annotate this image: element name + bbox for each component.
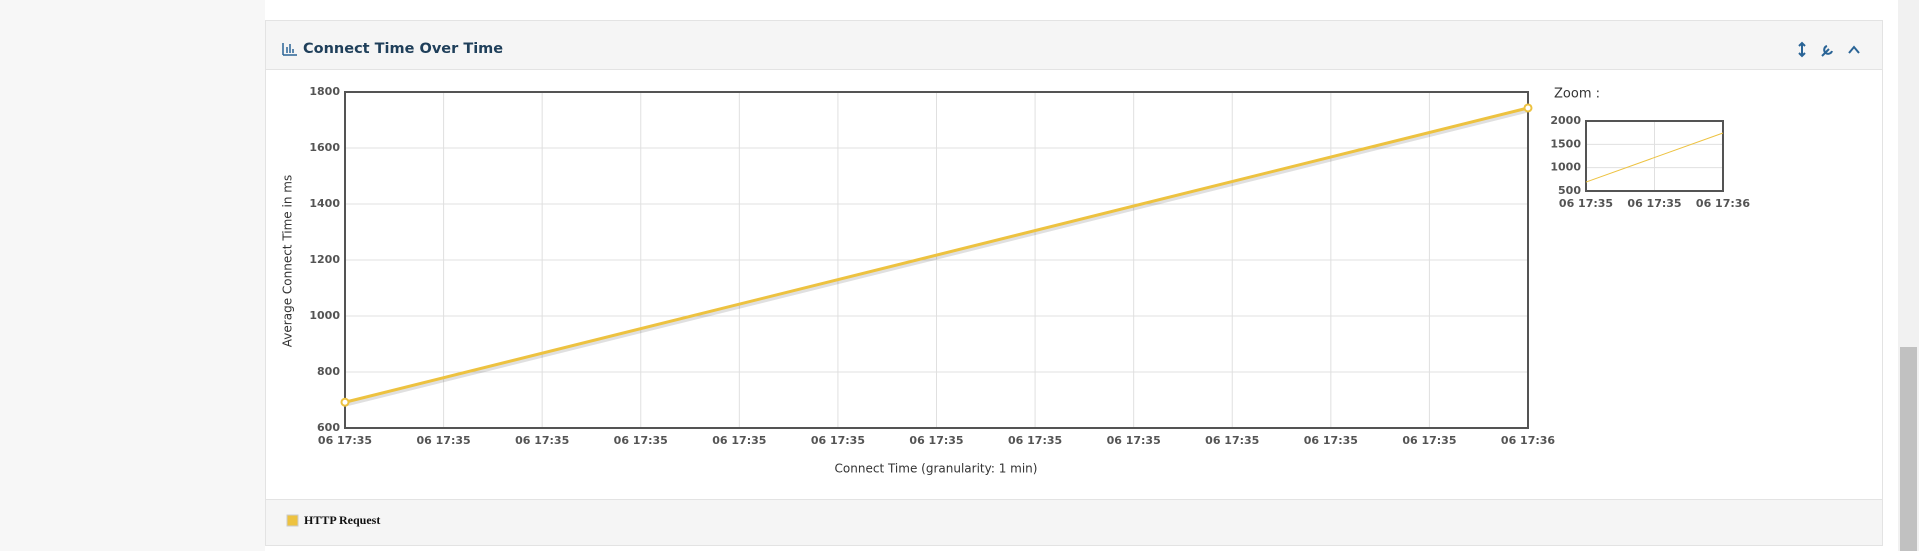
- x-axis-label: Connect Time (granularity: 1 min): [835, 462, 1038, 476]
- settings-icon[interactable]: [1821, 45, 1833, 57]
- x-tick-label: 06 17:35: [1107, 434, 1161, 447]
- x-tick-label: 06 17:35: [1627, 197, 1681, 210]
- legend-swatch: [286, 514, 299, 527]
- x-tick-label: 06 17:35: [1559, 197, 1613, 210]
- x-tick-label: 06 17:35: [417, 434, 471, 447]
- x-tick-label: 06 17:36: [1696, 197, 1750, 210]
- x-tick-label: 06 17:35: [1008, 434, 1062, 447]
- y-tick-label: 1000: [1550, 161, 1581, 174]
- zoom-label: Zoom :: [1554, 87, 1600, 102]
- line: [1585, 132, 1724, 183]
- plot-border: [344, 91, 1529, 429]
- x-tick-label: 06 17:36: [1501, 434, 1555, 447]
- chart-icon: [282, 43, 297, 56]
- y-tick-label: 1400: [309, 197, 340, 210]
- panel-header: [266, 21, 1882, 69]
- x-tick-label: 06 17:35: [712, 434, 766, 447]
- y-tick-label: 500: [1558, 184, 1581, 197]
- legend-label: HTTP Request: [304, 513, 380, 527]
- y-tick-label: 2000: [1550, 114, 1581, 127]
- line-shadow: [344, 107, 1529, 407]
- panel: [265, 20, 1883, 546]
- x-tick-label: 06 17:35: [1402, 434, 1456, 447]
- x-tick-label: 06 17:35: [614, 434, 668, 447]
- y-tick-label: 1000: [309, 309, 340, 322]
- y-tick-label: 1600: [309, 141, 340, 154]
- x-tick-label: 06 17:35: [515, 434, 569, 447]
- y-tick-label: 1800: [309, 85, 340, 98]
- x-tick-label: 06 17:35: [811, 434, 865, 447]
- x-tick-label: 06 17:35: [1304, 434, 1358, 447]
- y-tick-label: 1200: [309, 253, 340, 266]
- line: [344, 106, 1529, 404]
- x-tick-label: 06 17:35: [1205, 434, 1259, 447]
- point: [340, 397, 350, 407]
- point: [1523, 103, 1533, 113]
- plot-border: [1585, 120, 1724, 192]
- panel-title: Connect Time Over Time: [303, 41, 503, 57]
- y-tick-label: 800: [317, 365, 340, 378]
- collapse-icon[interactable]: [1848, 45, 1860, 54]
- y-tick-label: 1500: [1550, 137, 1581, 150]
- sidebar-bg: [0, 0, 265, 551]
- chart: 600 800 1000 1200 1400 1600 1800 06 17:35 06 17:…: [281, 85, 1751, 527]
- y-axis-label: Average Connect Time in ms: [281, 175, 295, 347]
- scrollbar-thumb[interactable]: [1900, 347, 1917, 551]
- x-tick-label: 06 17:35: [318, 434, 372, 447]
- x-tick-label: 06 17:35: [909, 434, 963, 447]
- resize-icon[interactable]: [1798, 41, 1806, 58]
- legend-area: [266, 499, 1882, 545]
- y-tick-label: 600: [317, 421, 340, 434]
